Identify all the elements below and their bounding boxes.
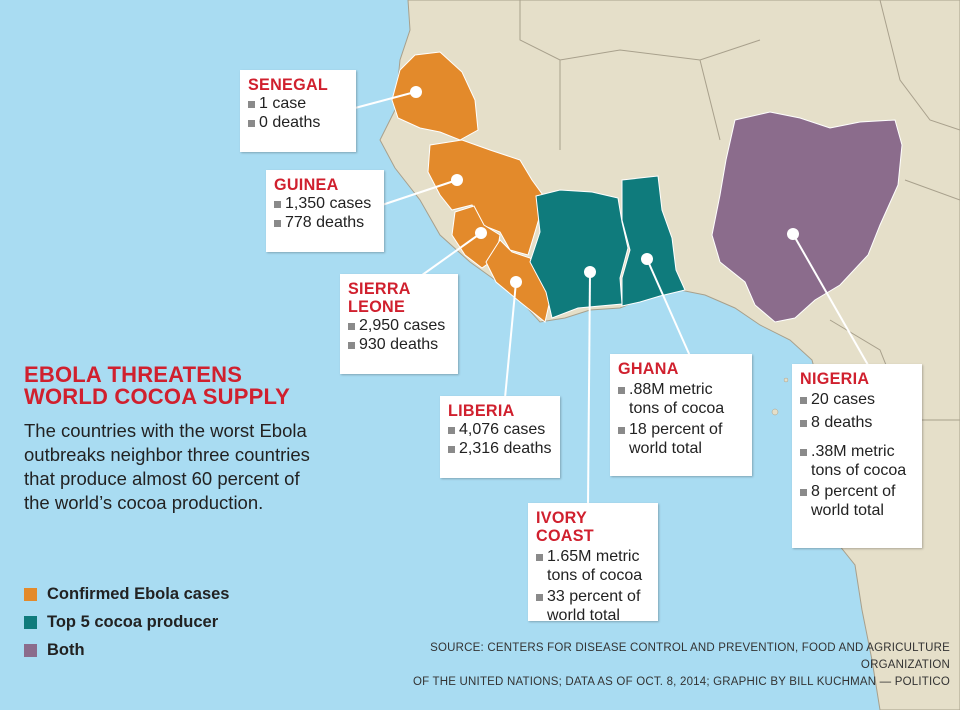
legend-label: Confirmed Ebola cases — [47, 584, 230, 603]
square-bullet-icon — [448, 427, 455, 434]
stat-line: 1.65M metric tons of cocoa — [536, 547, 650, 585]
leader-lines — [354, 91, 869, 506]
legend-swatch-cocoa — [24, 615, 37, 629]
source-line-2: OF THE UNITED NATIONS; DATA AS OF OCT. 8… — [413, 676, 950, 688]
island — [771, 408, 779, 416]
stat-line: 0 deaths — [248, 113, 348, 132]
stat-line: 18 percent of world total — [618, 420, 744, 458]
graphic-subtitle: The countries with the worst Ebola outbr… — [24, 420, 310, 513]
stat-line: .88M metric tons of cocoa — [618, 380, 744, 418]
stat-line: 1,350 cases — [274, 194, 376, 213]
square-bullet-icon — [448, 446, 455, 453]
markers — [410, 86, 799, 288]
title-line-1: EBOLA THREATENS — [24, 362, 243, 387]
square-bullet-icon — [248, 101, 255, 108]
country-name: IVORY COAST — [536, 508, 594, 545]
ghana-info-box: GHANA .88M metric tons of cocoa 18 perce… — [610, 354, 752, 476]
country-name: SENEGAL — [248, 75, 329, 94]
senegal-info-box: SENEGAL 1 case 0 deaths — [240, 70, 356, 152]
senegal-shape — [391, 51, 479, 141]
white-dot-marker-icon — [475, 227, 487, 239]
guinea-leader — [381, 179, 458, 206]
square-bullet-icon — [536, 554, 543, 561]
stat-line: 778 deaths — [274, 213, 376, 232]
source-line-1: SOURCE: CENTERS FOR DISEASE CONTROL AND … — [430, 642, 950, 671]
legend-swatch-both — [24, 643, 37, 657]
country-name: LIBERIA — [448, 401, 515, 420]
country-name: NIGERIA — [800, 369, 870, 388]
legend-item-cocoa: Top 5 cocoa producer — [24, 608, 229, 636]
square-bullet-icon — [800, 397, 807, 404]
white-dot-marker-icon — [510, 276, 522, 288]
nigeria-leader — [792, 233, 869, 366]
white-dot-marker-icon — [641, 253, 653, 265]
country-name: SIERRA LEONE — [348, 279, 411, 316]
square-bullet-icon — [618, 387, 625, 394]
legend-item-ebola: Confirmed Ebola cases — [24, 580, 229, 608]
nigeria-shape — [711, 111, 903, 323]
stat-line: 33 percent of world total — [536, 587, 650, 625]
square-bullet-icon — [248, 120, 255, 127]
square-bullet-icon — [536, 594, 543, 601]
legend: Confirmed Ebola cases Top 5 cocoa produc… — [24, 580, 229, 664]
white-dot-marker-icon — [451, 174, 463, 186]
legend-label: Top 5 cocoa producer — [47, 612, 219, 631]
guinea-info-box: GUINEA 1,350 cases 778 deaths — [266, 170, 384, 252]
white-dot-marker-icon — [584, 266, 596, 278]
nigeria-info-box: NIGERIA 20 cases 8 deaths .38M metric to… — [792, 364, 922, 548]
stat-line: 2,316 deaths — [448, 439, 552, 458]
legend-swatch-ebola — [24, 587, 37, 601]
ghana-shape — [621, 175, 686, 307]
island — [783, 377, 789, 383]
stat-line: 8 percent of world total — [800, 482, 914, 520]
square-bullet-icon — [274, 220, 281, 227]
stat-line: 20 cases — [800, 390, 914, 409]
stat-line: 8 deaths — [800, 413, 914, 432]
square-bullet-icon — [348, 323, 355, 330]
stat-line: 4,076 cases — [448, 420, 552, 439]
country-name: GUINEA — [274, 175, 339, 194]
guinea-shape — [427, 139, 546, 256]
legend-item-both: Both — [24, 636, 229, 664]
source-note: SOURCE: CENTERS FOR DISEASE CONTROL AND … — [380, 640, 950, 691]
legend-label: Both — [47, 640, 85, 659]
ivory-coast-info-box: IVORY COAST 1.65M metric tons of cocoa 3… — [528, 503, 658, 624]
square-bullet-icon — [274, 201, 281, 208]
ghana-leader — [646, 258, 691, 357]
sierra-leone-leader — [417, 232, 482, 279]
land-borders — [519, 0, 960, 421]
stat-line: 930 deaths — [348, 335, 450, 354]
country-name: GHANA — [618, 359, 679, 378]
white-dot-marker-icon — [787, 228, 799, 240]
square-bullet-icon — [800, 489, 807, 496]
square-bullet-icon — [618, 427, 625, 434]
square-bullet-icon — [800, 449, 807, 456]
liberia-info-box: LIBERIA 4,076 cases 2,316 deaths — [440, 396, 560, 478]
white-dot-marker-icon — [410, 86, 422, 98]
title-line-2: WORLD COCOA SUPPLY — [24, 384, 290, 409]
senegal-leader — [354, 91, 416, 109]
liberia-leader — [504, 281, 517, 399]
sierra-leone-info-box: SIERRA LEONE 2,950 cases 930 deaths — [340, 274, 458, 374]
stat-line: .38M metric tons of cocoa — [800, 442, 914, 480]
stat-line: 2,950 cases — [348, 316, 450, 335]
stat-line: 1 case — [248, 94, 348, 113]
graphic-title: EBOLA THREATENS WORLD COCOA SUPPLY — [24, 364, 290, 408]
square-bullet-icon — [800, 420, 807, 427]
square-bullet-icon — [348, 342, 355, 349]
ivory-coast-leader — [587, 271, 591, 506]
